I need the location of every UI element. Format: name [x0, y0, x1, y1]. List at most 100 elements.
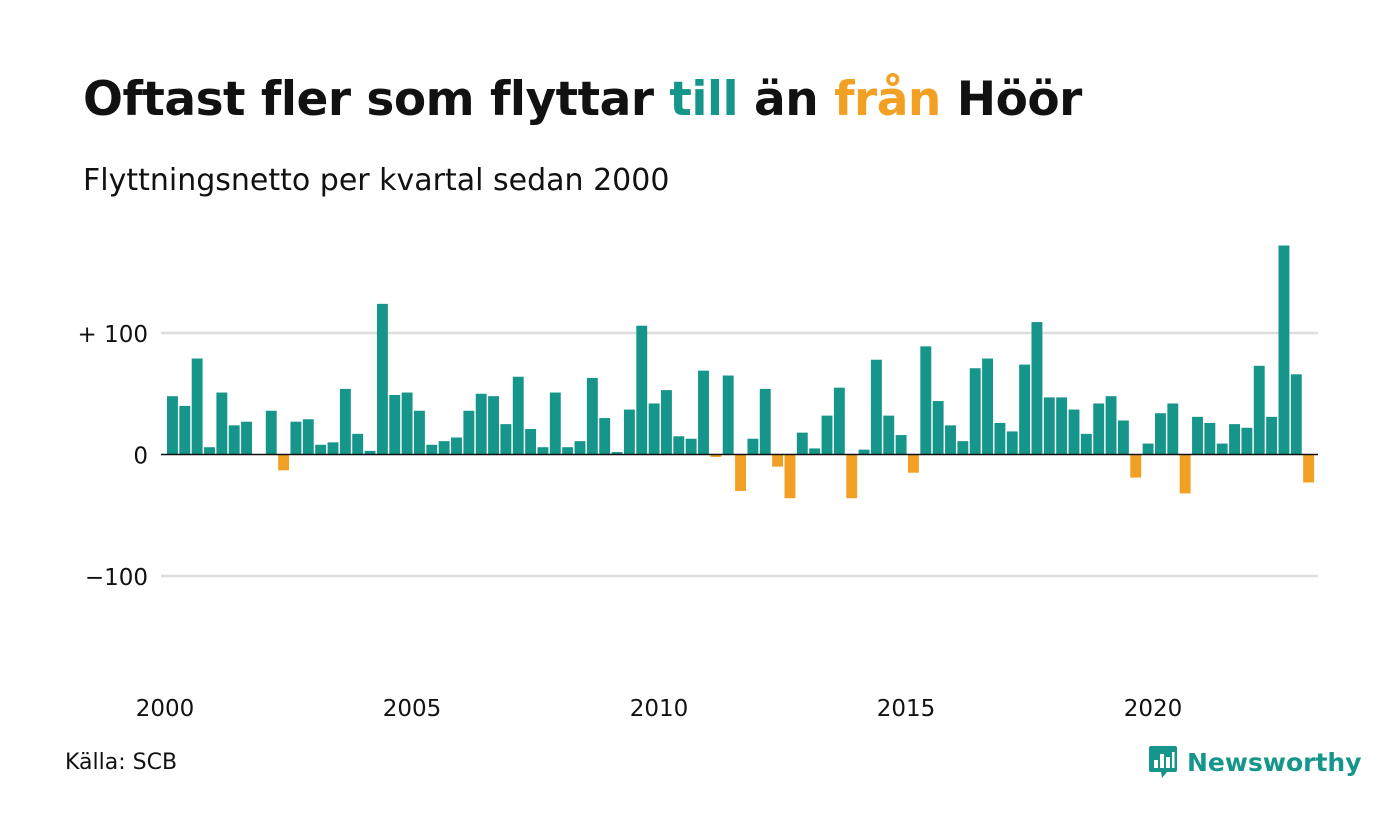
bar	[451, 437, 462, 455]
source-note: Källa: SCB	[65, 750, 178, 775]
bar	[1216, 443, 1228, 455]
bar	[809, 448, 821, 455]
bar	[747, 438, 759, 455]
bar	[796, 432, 808, 455]
bar	[475, 393, 487, 455]
bar	[1043, 397, 1055, 455]
bar	[512, 376, 524, 455]
bar	[290, 421, 302, 455]
bar	[722, 375, 734, 455]
bar	[500, 424, 512, 455]
bar	[1105, 396, 1117, 455]
bar	[1130, 454, 1142, 478]
bar	[920, 346, 932, 455]
bar	[895, 435, 907, 455]
bar	[932, 401, 944, 455]
bar	[537, 447, 549, 455]
bar	[833, 387, 845, 455]
bar	[1179, 454, 1191, 494]
bar	[401, 392, 413, 455]
bar	[216, 392, 228, 455]
bar	[438, 441, 450, 455]
bar	[982, 358, 993, 455]
bar	[339, 388, 351, 455]
bar	[883, 415, 895, 455]
bar	[241, 421, 252, 455]
bar-chart: + 100 0 −100 2000 2005 2010 2015 2020	[78, 245, 1318, 722]
bar	[784, 454, 796, 499]
bar	[265, 410, 277, 455]
bar	[586, 377, 598, 455]
bar	[1056, 397, 1068, 455]
bar	[525, 428, 537, 455]
x-tick-label: 2000	[136, 696, 195, 722]
bar	[710, 454, 722, 457]
bar	[1142, 443, 1154, 455]
title-part-3: Höör	[940, 72, 1083, 127]
chart-title: Oftast fler som flyttar till än från Höö…	[83, 72, 1082, 127]
bar	[1192, 416, 1203, 455]
bar	[735, 454, 746, 491]
bar	[870, 359, 882, 455]
bar	[821, 415, 833, 455]
bar	[414, 410, 425, 455]
newsworthy-logo-icon	[1148, 744, 1178, 780]
bar	[574, 441, 586, 455]
bar	[611, 452, 623, 455]
bar	[661, 390, 672, 455]
bar	[228, 425, 240, 455]
bar	[167, 396, 178, 455]
bar	[685, 438, 697, 455]
bar	[957, 441, 969, 455]
bar	[1068, 409, 1080, 455]
x-tick-label: 2010	[630, 696, 689, 722]
bar	[1019, 364, 1031, 455]
title-part-2: än	[738, 72, 835, 127]
bar	[698, 370, 709, 455]
bar	[302, 419, 314, 455]
bar	[1155, 413, 1166, 455]
x-tick-label: 2005	[383, 696, 442, 722]
newsworthy-brand[interactable]: Newsworthy	[1148, 744, 1362, 780]
bar	[908, 454, 919, 473]
bar	[945, 425, 956, 455]
bar	[1303, 454, 1315, 483]
title-word-fran: från	[834, 72, 941, 127]
bar	[389, 394, 401, 455]
bar	[1167, 403, 1179, 455]
bar	[1031, 322, 1043, 455]
bar	[623, 409, 635, 455]
bar	[759, 388, 771, 455]
bar	[1117, 420, 1129, 455]
bar	[463, 410, 475, 455]
bar	[673, 436, 685, 455]
title-word-till: till	[669, 72, 739, 127]
bar	[278, 454, 290, 471]
bar	[1278, 245, 1290, 455]
grid-lines	[161, 331, 1318, 578]
y-tick-label: + 100	[78, 322, 148, 348]
bar	[1266, 416, 1278, 455]
bar	[327, 442, 339, 455]
bar	[1006, 431, 1018, 455]
bar	[352, 433, 364, 455]
y-tick-label: 0	[133, 444, 148, 470]
bar	[1093, 403, 1105, 455]
chart-subtitle: Flyttningsnetto per kvartal sedan 2000	[83, 163, 670, 198]
brand-name: Newsworthy	[1187, 747, 1362, 777]
bars	[167, 245, 1315, 499]
bar	[1253, 365, 1265, 455]
bar	[648, 403, 660, 455]
bar	[179, 405, 191, 455]
tick-labels: + 100 0 −100 2000 2005 2010 2015 2020	[78, 322, 1183, 722]
bar	[315, 444, 327, 455]
bar	[969, 368, 981, 455]
bar	[1241, 427, 1253, 455]
bar	[858, 449, 870, 455]
bar	[191, 358, 203, 455]
bar	[488, 396, 499, 455]
bar	[562, 447, 574, 455]
bar	[364, 450, 376, 455]
bar	[426, 444, 438, 455]
y-tick-label: −100	[85, 565, 148, 591]
